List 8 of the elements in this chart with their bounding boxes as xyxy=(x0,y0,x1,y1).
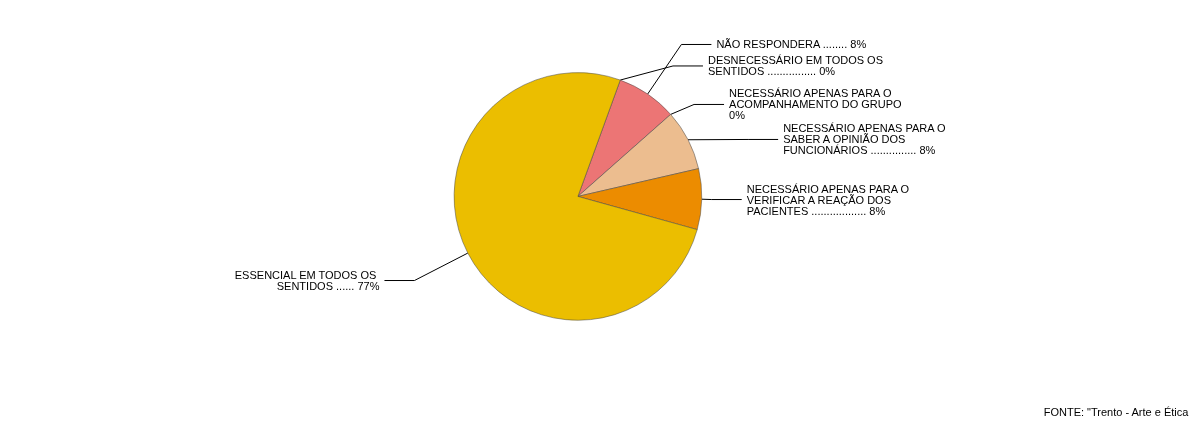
category-label: DESNECESSÁRIO EM TODOS OS SENTIDOS ................ 0% xyxy=(707,54,884,78)
category-label: NECESSÁRIO APENAS PARA O ACOMPANHAMENTO DO GRUPO xyxy=(729,87,902,111)
source-note: FONTE: "Trento - Arte e Ética xyxy=(1043,405,1190,418)
slice-label: NECESSÁRIO APENAS PARA O SABER A OPINIÃO DOS FUNCIONÁRIOS ............... 8% xyxy=(783,122,949,157)
slice-label: ESSENCIAL EM TODOS OS SENTIDOS ...... 77% xyxy=(234,269,380,293)
slice-label: NÃO RESPONDERA ........ 8% xyxy=(716,38,867,51)
text: 0% xyxy=(729,109,745,122)
slice-label: NECESSÁRIO APENAS PARA O VERIFICAR A REAÇÃO DOS PACIENTES .................. 8% xyxy=(746,182,913,217)
